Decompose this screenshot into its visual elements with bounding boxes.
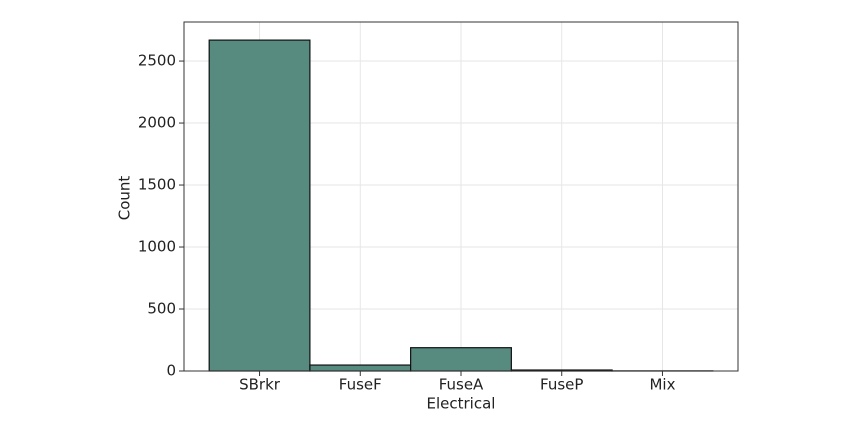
x-tick-label: Mix (649, 376, 675, 394)
y-tick-label: 0 (166, 362, 176, 380)
y-tick-label: 2500 (138, 52, 176, 70)
x-tick-label: FuseP (540, 376, 583, 394)
y-tick-label: 2000 (138, 114, 176, 132)
x-tick-label: FuseF (339, 376, 382, 394)
bar (208, 39, 311, 372)
x-tick-label: FuseA (439, 376, 484, 394)
x-axis-label: Electrical (427, 395, 496, 413)
bar (410, 347, 512, 372)
y-tick-label: 1000 (138, 238, 176, 256)
y-tick-label: 1500 (138, 176, 176, 194)
y-axis-label: Count (116, 176, 134, 221)
bar (309, 364, 412, 372)
plot-frame (183, 21, 739, 372)
y-tick-label: 500 (147, 300, 176, 318)
x-tick-label: SBrkr (239, 376, 281, 394)
